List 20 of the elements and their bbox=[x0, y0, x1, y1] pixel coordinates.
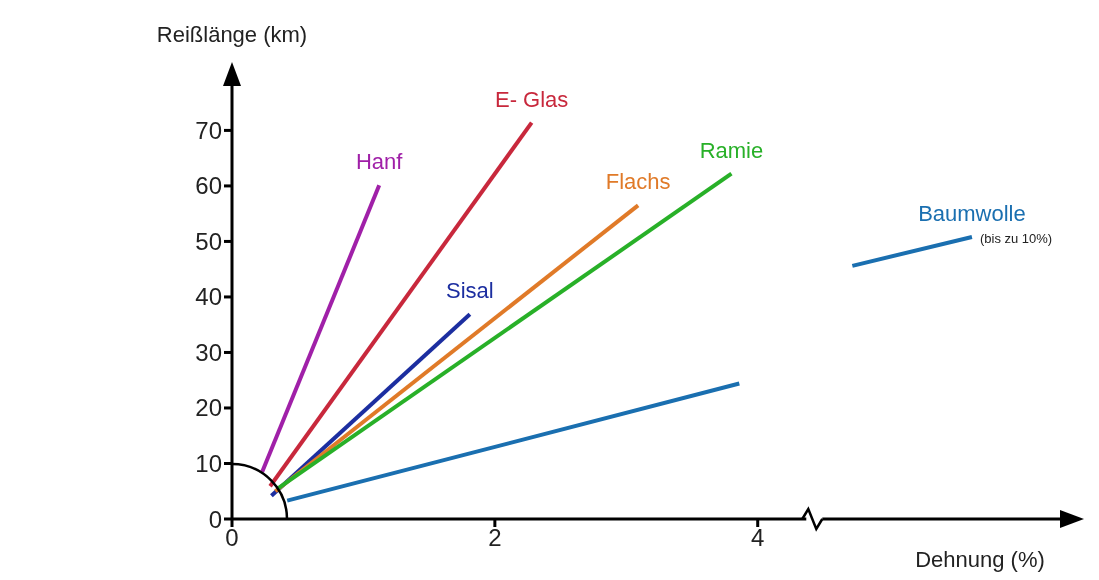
y-tick-label: 30 bbox=[195, 338, 222, 366]
y-tick-label: 60 bbox=[195, 172, 222, 200]
x-tick-label: 2 bbox=[488, 524, 502, 552]
series-label: Hanf bbox=[355, 149, 404, 175]
y-tick-label: 20 bbox=[195, 394, 222, 422]
series-label: Ramie bbox=[699, 137, 764, 163]
series-label: E- Glas bbox=[494, 86, 569, 112]
x-tick-label: 0 bbox=[225, 524, 239, 552]
y-tick-label: 0 bbox=[208, 505, 222, 533]
y-tick-label: 10 bbox=[195, 450, 222, 478]
x-axis-title: Dehnung (%) bbox=[915, 547, 1045, 572]
y-tick-label: 70 bbox=[195, 116, 222, 144]
x-tick-label: 4 bbox=[751, 524, 765, 552]
y-tick-label: 40 bbox=[195, 283, 222, 311]
y-axis-title: Reißlänge (km) bbox=[156, 22, 308, 47]
annotation: (bis zu 10%) bbox=[979, 230, 1053, 246]
y-tick-label: 50 bbox=[195, 227, 222, 255]
series-label: Flachs bbox=[605, 169, 671, 195]
series-label: Sisal bbox=[446, 278, 494, 304]
series-label: Baumwolle bbox=[918, 200, 1026, 226]
